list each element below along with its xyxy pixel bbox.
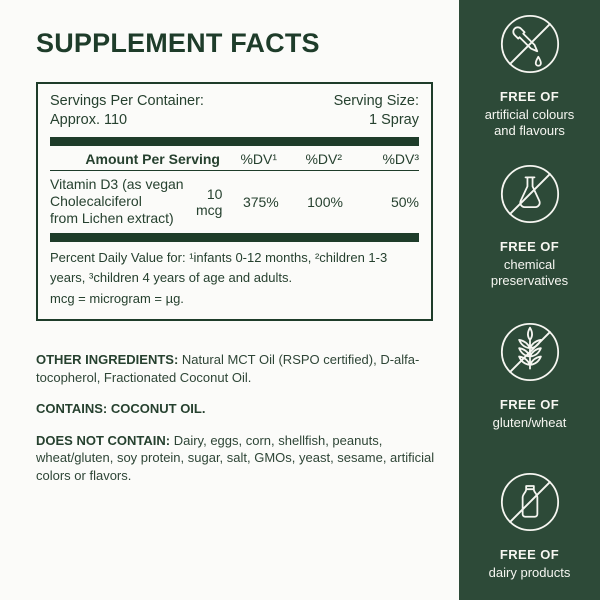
servings-row: Servings Per Container: Approx. 110 Serv…: [50, 92, 419, 130]
dv1-header: %DV¹: [240, 151, 277, 167]
nutrient-name: Vitamin D3 (as vegan Cholecalciferol fro…: [50, 176, 184, 226]
servings-per-container-label: Servings Per Container:: [50, 93, 204, 109]
serving-size: Serving Size: 1 Spray: [334, 92, 419, 130]
does-not-contain: DOES NOT CONTAIN: Dairy, eggs, corn, she…: [36, 432, 436, 485]
header-rule: [50, 170, 419, 171]
no-wheat-icon: [498, 320, 562, 384]
free-of-gluten-wheat: FREE OF gluten/wheat: [459, 300, 600, 450]
free-of-title: FREE OF: [499, 396, 560, 412]
serving-size-label: Serving Size:: [333, 93, 419, 109]
free-of-subtitle: chemical preservatives: [490, 256, 569, 288]
footnotes: Percent Daily Value for: ¹infants 0-12 m…: [50, 248, 419, 309]
nutrient-dv3: 50%: [390, 193, 419, 210]
no-flask-icon: [498, 162, 562, 226]
supplement-facts-box: Servings Per Container: Approx. 110 Serv…: [36, 82, 433, 321]
does-not-contain-label: DOES NOT CONTAIN:: [36, 432, 171, 448]
no-bottle-icon: [498, 470, 562, 534]
table-row: Vitamin D3 (as vegan Cholecalciferol fro…: [50, 176, 419, 227]
does-not-contain-text: Dairy, eggs, corn, shellfish, peanuts, w…: [36, 432, 435, 483]
servings-per-container-value: Approx. 110: [50, 112, 128, 128]
label-panel: SUPPLEMENT FACTS Servings Per Container:…: [36, 28, 436, 484]
free-of-title: FREE OF: [499, 88, 560, 104]
serving-size-value: 1 Spray: [369, 112, 419, 128]
free-of-sidebar: FREE OF artificial colours and flavours …: [459, 0, 600, 600]
free-of-subtitle: artificial colours and flavours: [484, 106, 575, 138]
free-of-subtitle: dairy products: [488, 564, 571, 580]
page-title: SUPPLEMENT FACTS: [36, 28, 320, 58]
amount-per-serving-header: Amount Per Serving: [85, 151, 220, 167]
contains-statement: CONTAINS: COCONUT OIL.: [36, 401, 206, 416]
free-of-artificial-colours: FREE OF artificial colours and flavours: [459, 0, 600, 150]
free-of-title: FREE OF: [499, 238, 560, 254]
free-of-subtitle: gluten/wheat: [492, 414, 567, 430]
free-of-title: FREE OF: [499, 546, 560, 562]
divider-bar: [50, 233, 419, 242]
other-ingredients-text: Natural MCT Oil (RSPO certified), D-alfa…: [36, 352, 420, 385]
free-of-dairy-products: FREE OF dairy products: [459, 450, 600, 600]
dv2-header: %DV²: [305, 151, 342, 167]
table-header-row: Amount Per Serving %DV¹ %DV² %DV³: [50, 151, 419, 167]
nutrient-dv1: 375%: [242, 193, 279, 210]
nutrient-amount: 10 mcg: [196, 185, 223, 218]
free-of-chemical-preservatives: FREE OF chemical preservatives: [459, 150, 600, 300]
other-ingredients: OTHER INGREDIENTS: Natural MCT Oil (RSPO…: [36, 351, 436, 386]
servings-per-container: Servings Per Container: Approx. 110: [50, 92, 204, 130]
dv3-header: %DV³: [382, 151, 419, 167]
daily-value-footnote: Percent Daily Value for: ¹infants 0-12 m…: [50, 250, 388, 285]
mcg-footnote: mcg = microgram = µg.: [50, 291, 184, 306]
divider-bar: [50, 137, 419, 146]
no-dropper-icon: [498, 12, 562, 76]
nutrient-dv2: 100%: [307, 193, 343, 210]
other-ingredients-label: OTHER INGREDIENTS:: [36, 352, 179, 367]
